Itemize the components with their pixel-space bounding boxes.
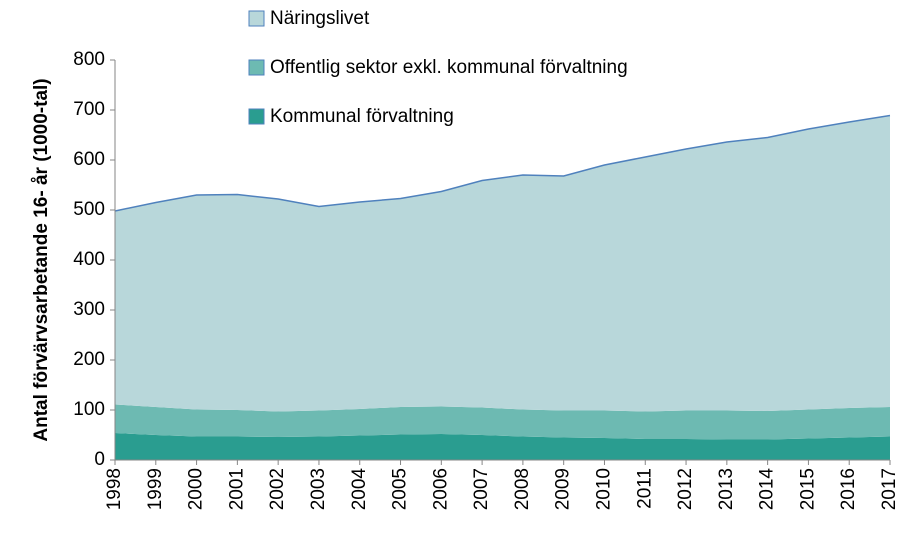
- x-tick-label: 2004: [349, 468, 370, 511]
- x-tick-label: 2013: [716, 468, 737, 510]
- y-tick-label: 800: [73, 49, 105, 70]
- x-tick-label: 2011: [634, 468, 655, 509]
- x-tick-label: 2012: [675, 468, 696, 510]
- x-tick-label: 2017: [879, 468, 900, 510]
- x-tick-label: 2016: [838, 468, 859, 510]
- x-tick-label: 2006: [430, 468, 451, 510]
- x-tick-label: 2000: [186, 468, 207, 510]
- area: [115, 404, 890, 440]
- legend-swatch: [248, 108, 265, 125]
- y-tick-label: 300: [73, 299, 105, 320]
- legend-swatch: [248, 10, 265, 27]
- area: [115, 433, 890, 460]
- y-tick-label: 100: [73, 399, 105, 420]
- x-tick-label: 1999: [145, 468, 166, 510]
- x-tick-label: 1998: [104, 468, 125, 510]
- legend-label: Kommunal förvaltning: [270, 106, 454, 127]
- x-tick-label: 2008: [512, 468, 533, 510]
- y-tick-label: 500: [73, 199, 105, 220]
- y-tick-label: 200: [73, 349, 105, 370]
- y-tick-label: 400: [73, 249, 105, 270]
- y-tick-label: 700: [73, 99, 105, 120]
- y-tick-label: 600: [73, 149, 105, 170]
- x-tick-label: 2015: [797, 468, 818, 510]
- area: [115, 115, 890, 412]
- x-tick-label: 2010: [593, 468, 614, 510]
- legend-label: Offentlig sektor exkl. kommunal förvaltn…: [270, 57, 628, 78]
- x-tick-label: 2007: [471, 468, 492, 510]
- area-top-line: [114, 114, 891, 212]
- x-tick-label: 2014: [757, 468, 778, 511]
- x-tick-label: 2002: [267, 468, 288, 510]
- x-tick-label: 2005: [390, 468, 411, 510]
- x-tick-label: 2009: [553, 468, 574, 510]
- y-tick-label: 0: [94, 449, 105, 470]
- y-axis-label: Antal förvärvsarbetande 16- år (1000-tal…: [31, 78, 52, 441]
- legend-swatch: [248, 59, 265, 76]
- legend-label: Näringslivet: [270, 8, 370, 29]
- x-tick-label: 2001: [226, 468, 247, 510]
- x-tick-label: 2003: [308, 468, 329, 510]
